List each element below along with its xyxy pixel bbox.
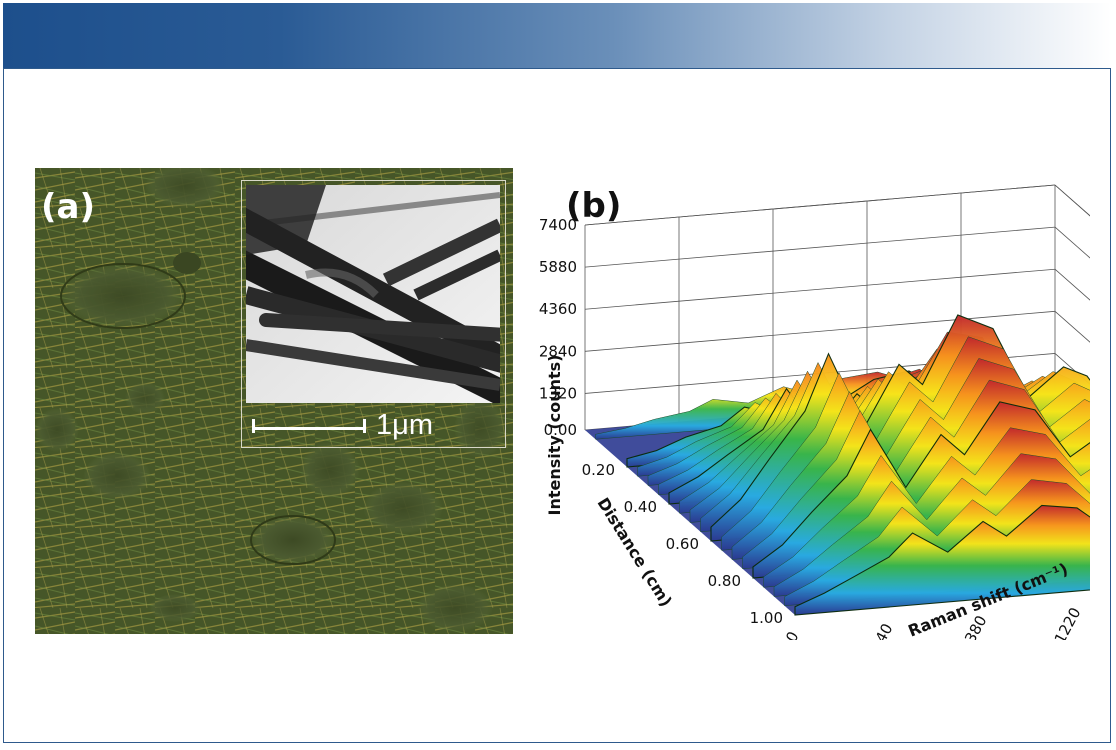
grid-line-z-back-4 <box>584 226 1056 268</box>
x-tick-label-0: 1700 <box>769 628 803 640</box>
panel-a-label: (a) <box>41 187 96 227</box>
x-tick-label-1: 1540 <box>863 620 897 640</box>
chart-surface <box>585 314 1116 616</box>
scale-bar <box>252 427 366 430</box>
series-ribbon-1.00 <box>794 504 1116 616</box>
grid-top-side <box>1054 184 1116 240</box>
z-tick-label-3: 4360 <box>539 300 577 318</box>
y-tick-label-0: 0.20 <box>582 461 615 479</box>
z-tick-label-0: 0.00 <box>544 421 577 439</box>
y-tick-label-3: 0.80 <box>708 572 741 590</box>
grid-line-z-back-2 <box>584 310 1056 352</box>
raman-3d-chart: 0.00 1320 2840 4360 5880 7400 0.20 0.40 0.60 0.8… <box>539 184 1116 671</box>
y-tick-label-4: 1.00 <box>750 609 783 627</box>
scale-bar-end-right <box>363 419 366 433</box>
z-tick-label-4: 5880 <box>539 258 577 276</box>
grid-top-back <box>584 184 1056 226</box>
scale-bar-end-left <box>252 419 255 433</box>
tem-inset: 1μm <box>241 180 506 448</box>
y-tick-label-1: 0.40 <box>624 498 657 516</box>
z-axis-ticks: 0.00 1320 2840 4360 5880 7400 <box>539 216 577 439</box>
panel-b-raman-plot: (b) 0.00 1320 2840 4360 5880 7400 0.20 0.40 0.6… <box>530 160 1116 671</box>
y-axis-ticks: 0.20 0.40 0.60 0.80 1.00 <box>582 461 783 627</box>
z-axis-label: Intensity (counts) <box>545 355 564 516</box>
z-tick-label-5: 7400 <box>539 216 577 234</box>
y-tick-label-2: 0.60 <box>666 535 699 553</box>
x-tick-label-3: 1220 <box>1051 604 1085 640</box>
scale-bar-label: 1μm <box>376 409 433 441</box>
tem-image <box>246 185 500 403</box>
z-tick-label-1: 1320 <box>539 384 577 402</box>
grid-line-z-side-5 <box>1054 184 1116 240</box>
panel-a-micrograph: (a) 1μm <box>35 168 513 634</box>
z-tick-label-2: 2840 <box>539 342 577 360</box>
header-banner <box>3 3 1111 69</box>
grid-line-z-back-3 <box>584 268 1056 310</box>
panel-b-label: (b) <box>566 186 622 226</box>
